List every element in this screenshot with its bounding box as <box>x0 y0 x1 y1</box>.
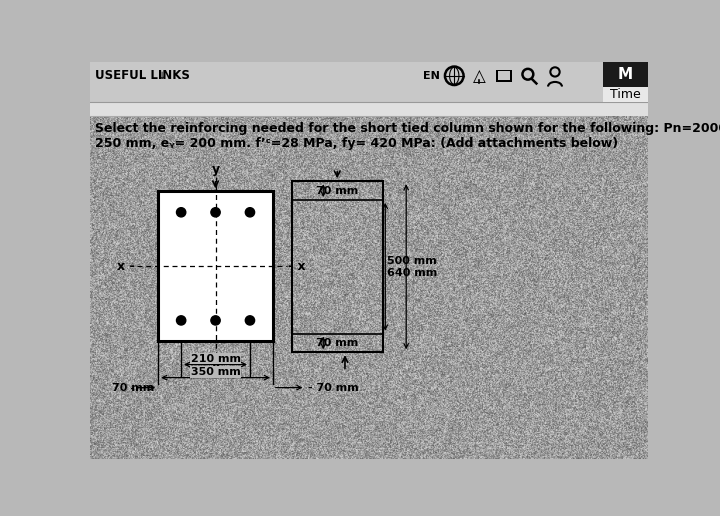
Circle shape <box>211 207 220 217</box>
Text: 70 mm: 70 mm <box>316 338 359 348</box>
Text: EN: EN <box>423 71 441 81</box>
Text: USEFUL LINKS: USEFUL LINKS <box>94 69 189 82</box>
Bar <box>292 181 383 352</box>
Text: Select the reinforcing needed for the short tied column shown for the following:: Select the reinforcing needed for the sh… <box>94 122 720 135</box>
Circle shape <box>246 316 255 325</box>
Text: 70 mm: 70 mm <box>316 186 359 196</box>
Circle shape <box>246 207 255 217</box>
Text: x -: x - <box>117 260 135 273</box>
Text: △: △ <box>472 67 485 85</box>
Bar <box>498 71 510 80</box>
Text: 500 mm: 500 mm <box>387 255 436 266</box>
Text: M: M <box>618 67 633 82</box>
Bar <box>603 62 648 87</box>
Circle shape <box>176 207 186 217</box>
Text: y: y <box>212 163 220 176</box>
Text: y: y <box>212 360 220 373</box>
Text: - x: - x <box>289 260 306 273</box>
Text: 640 mm: 640 mm <box>387 268 437 278</box>
Text: ↓: ↓ <box>158 71 166 81</box>
Text: - 70 mm: - 70 mm <box>307 383 359 393</box>
Text: Time: Time <box>610 88 641 101</box>
Bar <box>90 62 648 102</box>
Bar <box>158 191 273 342</box>
Bar <box>496 70 512 82</box>
Text: 70 mm: 70 mm <box>112 383 154 393</box>
Bar <box>90 102 648 116</box>
Circle shape <box>176 316 186 325</box>
Text: 210 mm: 210 mm <box>191 354 240 364</box>
Circle shape <box>211 316 220 325</box>
Text: 350 mm: 350 mm <box>191 367 240 377</box>
Text: 250 mm, eᵧ= 200 mm. fʼᶜ=28 MPa, fy= 420 MPa: (Add attachments below): 250 mm, eᵧ= 200 mm. fʼᶜ=28 MPa, fy= 420 … <box>94 137 618 150</box>
Bar <box>603 87 648 102</box>
